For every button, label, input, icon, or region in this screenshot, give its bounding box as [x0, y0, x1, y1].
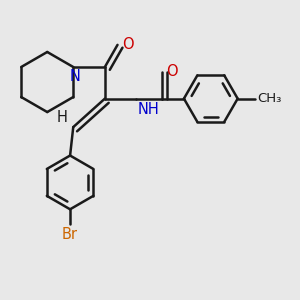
Text: H: H [57, 110, 68, 125]
Text: NH: NH [138, 102, 160, 117]
Text: N: N [69, 69, 80, 84]
Text: O: O [167, 64, 178, 79]
Text: CH₃: CH₃ [258, 92, 282, 105]
Text: Br: Br [62, 227, 78, 242]
Text: O: O [122, 38, 134, 52]
